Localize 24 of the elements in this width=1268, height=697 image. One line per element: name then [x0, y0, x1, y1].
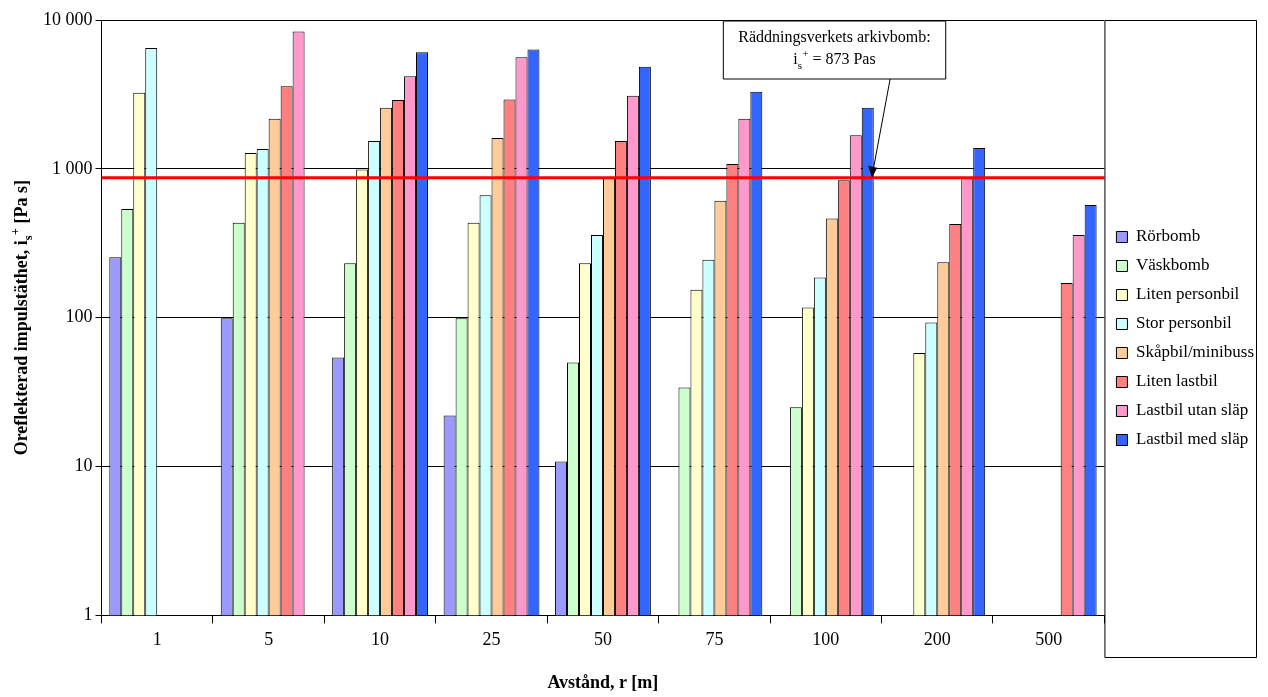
legend-label: Stor personbil [1135, 313, 1233, 333]
x-tick-label: 25 [482, 628, 501, 649]
legend-label: Väskbomb [1135, 255, 1210, 275]
y-tick-label: 1 000 [52, 157, 93, 178]
x-tick-label: 1 [152, 628, 162, 649]
legend-label: Rörbomb [1135, 226, 1201, 246]
x-tick-label: 50 [593, 628, 612, 649]
x-tick-label: 200 [923, 628, 951, 649]
legend-label: Liten personbil [1135, 284, 1240, 304]
y-tick-label: 100 [65, 306, 93, 327]
x-tick-label: 75 [705, 628, 724, 649]
y-tick-label: 10 000 [43, 8, 93, 29]
y-tick-label: 10 [74, 455, 93, 476]
y-axis-title: Oreflekterad impulstäthet, is+ [Pa s] [7, 180, 35, 456]
x-axis-title: Avstånd, r [m] [547, 671, 659, 692]
x-tick-label: 5 [264, 628, 274, 649]
x-tick-label: 500 [1035, 628, 1063, 649]
legend-label: Lastbil med släp [1135, 429, 1249, 449]
x-tick-label: 10 [371, 628, 390, 649]
legend-label: Skåpbil/minibuss [1135, 342, 1255, 362]
legend-label: Liten lastbil [1135, 371, 1218, 391]
legend-label: Lastbil utan släp [1135, 400, 1249, 420]
x-tick-label: 100 [812, 628, 840, 649]
y-tick-label: 1 [83, 604, 93, 625]
